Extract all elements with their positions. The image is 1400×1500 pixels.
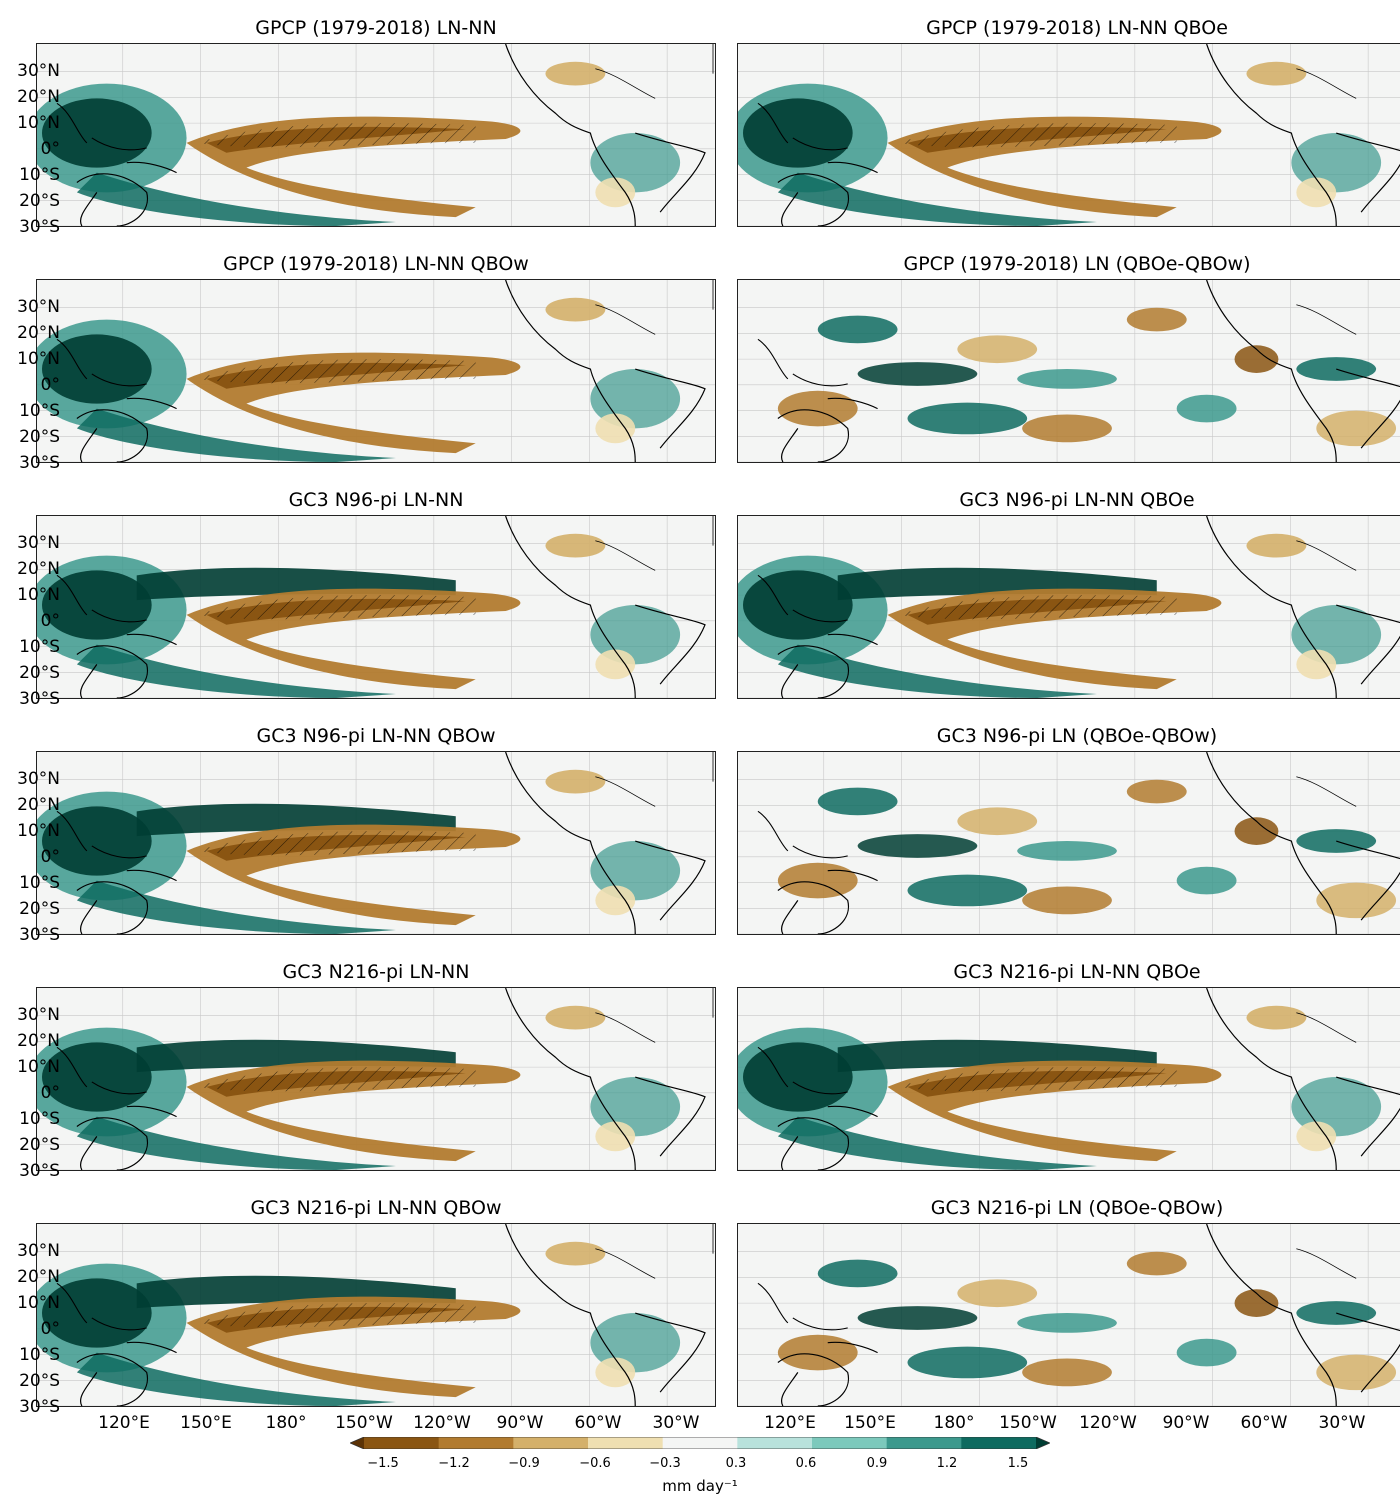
latitude-label: 30°N — [17, 533, 60, 553]
colorbar-tick: −0.9 — [508, 1456, 540, 1471]
longitude-label: 120°E — [98, 1413, 150, 1433]
latitude-label: 30°N — [17, 61, 60, 81]
latitude-label: 20°N — [17, 1031, 60, 1051]
longitude-label: 180° — [933, 1413, 975, 1433]
colorbar-tick: −0.3 — [649, 1456, 681, 1471]
longitude-label: 60°W — [574, 1413, 622, 1433]
latitude-label: 10°N — [17, 1293, 60, 1313]
panel-title: GPCP (1979-2018) LN-NN QBOe — [926, 17, 1228, 39]
longitude-label: 120°W — [413, 1413, 471, 1433]
latitude-label: 0° — [40, 375, 60, 395]
panel-title: GC3 N216-pi LN-NN QBOw — [250, 1197, 502, 1219]
latitude-label: 10°S — [19, 165, 60, 185]
panel-title: GC3 N216-pi LN-NN — [282, 961, 470, 983]
latitude-label: 10°N — [17, 349, 60, 369]
panel-title: GC3 N96-pi LN (QBOe-QBOw) — [936, 725, 1218, 747]
latitude-label: 0° — [40, 1319, 60, 1339]
latitude-label: 10°S — [19, 401, 60, 421]
map-panel — [737, 1223, 1400, 1407]
latitude-label: 0° — [40, 1083, 60, 1103]
colorbar-tick: 0.3 — [725, 1456, 747, 1471]
latitude-label: 0° — [40, 847, 60, 867]
latitude-label: 10°N — [17, 113, 60, 133]
colorbar-tick: 1.2 — [936, 1456, 958, 1471]
latitude-label: 30°S — [19, 689, 60, 709]
map-panel — [36, 987, 716, 1171]
latitude-label: 20°S — [19, 1371, 60, 1391]
panel-title: GPCP (1979-2018) LN (QBOe-QBOw) — [903, 253, 1251, 275]
latitude-label: 0° — [40, 139, 60, 159]
latitude-label: 20°S — [19, 427, 60, 447]
longitude-label: 150°W — [335, 1413, 393, 1433]
panel-title: GC3 N216-pi LN (QBOe-QBOw) — [930, 1197, 1224, 1219]
latitude-label: 20°N — [17, 1267, 60, 1287]
panel-title: GC3 N216-pi LN-NN QBOe — [953, 961, 1201, 983]
latitude-label: 20°S — [19, 663, 60, 683]
latitude-label: 10°N — [17, 585, 60, 605]
latitude-label: 30°S — [19, 453, 60, 473]
longitude-label: 150°E — [180, 1413, 232, 1433]
longitude-label: 60°W — [1240, 1413, 1288, 1433]
latitude-label: 10°S — [19, 1109, 60, 1129]
latitude-label: 20°S — [19, 1135, 60, 1155]
latitude-label: 10°S — [19, 1345, 60, 1365]
longitude-label: 30°W — [1318, 1413, 1366, 1433]
map-panel — [737, 515, 1400, 699]
latitude-label: 20°N — [17, 559, 60, 579]
longitude-label: 180° — [265, 1413, 307, 1433]
panel-title: GC3 N96-pi LN-NN QBOe — [959, 489, 1195, 511]
longitude-label: 30°W — [652, 1413, 700, 1433]
latitude-label: 20°N — [17, 323, 60, 343]
colorbar-tick: −1.5 — [367, 1456, 399, 1471]
colorbar-label: mm day⁻¹ — [662, 1477, 738, 1495]
longitude-label: 120°W — [1079, 1413, 1137, 1433]
map-panel — [737, 279, 1400, 463]
colorbar-tick: 0.6 — [795, 1456, 817, 1471]
latitude-label: 30°N — [17, 297, 60, 317]
latitude-label: 20°N — [17, 795, 60, 815]
longitude-label: 120°E — [764, 1413, 816, 1433]
colorbar-tick: 0.9 — [866, 1456, 888, 1471]
panel-title: GC3 N96-pi LN-NN QBOw — [256, 725, 496, 747]
map-panel — [737, 987, 1400, 1171]
panel-title: GPCP (1979-2018) LN-NN QBOw — [223, 253, 529, 275]
map-panel — [737, 43, 1400, 227]
colorbar-tick: 1.5 — [1007, 1456, 1029, 1471]
colorbar-tick: −1.2 — [438, 1456, 470, 1471]
map-panel — [36, 751, 716, 935]
map-panel — [36, 279, 716, 463]
panel-title: GPCP (1979-2018) LN-NN — [255, 17, 497, 39]
longitude-label: 90°W — [1162, 1413, 1210, 1433]
longitude-label: 150°E — [844, 1413, 896, 1433]
latitude-label: 30°N — [17, 1241, 60, 1261]
map-panel — [36, 515, 716, 699]
longitude-label: 90°W — [496, 1413, 544, 1433]
latitude-label: 10°N — [17, 821, 60, 841]
colorbar-tick: −0.6 — [579, 1456, 611, 1471]
latitude-label: 10°S — [19, 873, 60, 893]
latitude-label: 30°S — [19, 1161, 60, 1181]
latitude-label: 20°N — [17, 87, 60, 107]
latitude-label: 30°S — [19, 925, 60, 945]
panel-title: GC3 N96-pi LN-NN — [288, 489, 464, 511]
map-panel — [737, 751, 1400, 935]
map-panel — [36, 1223, 716, 1407]
latitude-label: 20°S — [19, 899, 60, 919]
longitude-label: 150°W — [999, 1413, 1057, 1433]
latitude-label: 20°S — [19, 191, 60, 211]
latitude-label: 30°N — [17, 1005, 60, 1025]
latitude-label: 30°S — [19, 1397, 60, 1417]
latitude-label: 30°N — [17, 769, 60, 789]
latitude-label: 10°S — [19, 637, 60, 657]
latitude-label: 10°N — [17, 1057, 60, 1077]
latitude-label: 0° — [40, 611, 60, 631]
colorbar — [350, 1437, 1050, 1449]
latitude-label: 30°S — [19, 217, 60, 237]
map-panel — [36, 43, 716, 227]
